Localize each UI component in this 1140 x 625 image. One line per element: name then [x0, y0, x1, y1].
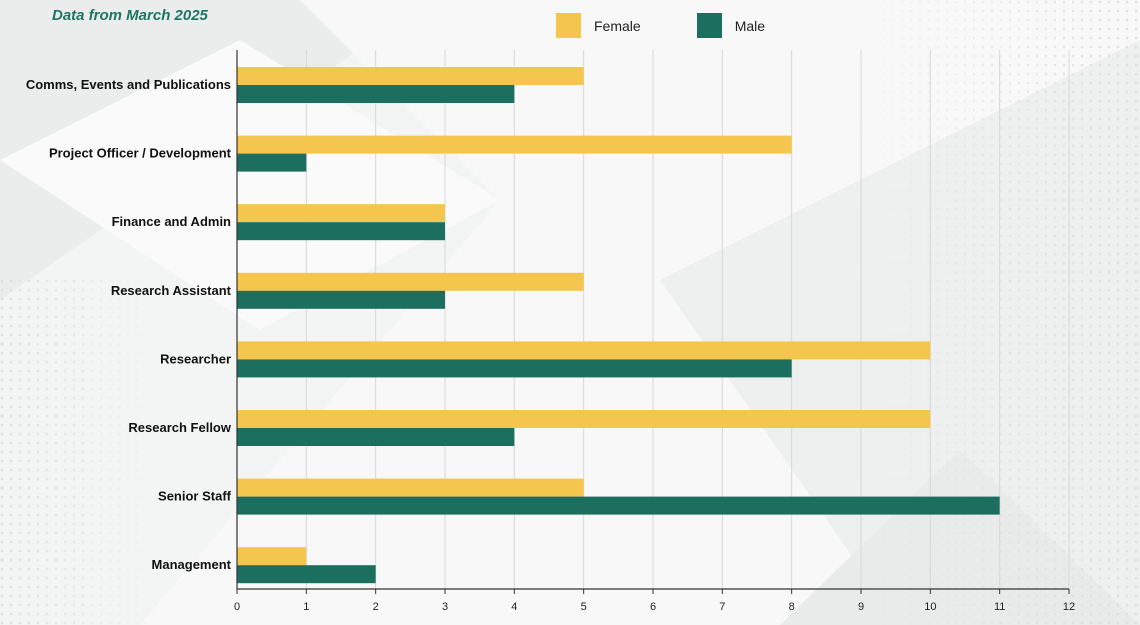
x-tick-label-0: 0 — [234, 601, 240, 613]
x-tick-label-2: 2 — [373, 601, 379, 613]
bar-male-1 — [237, 153, 307, 172]
chart-legend: Female Male — [556, 13, 765, 38]
bar-female-2 — [237, 204, 445, 223]
x-tick-label-4: 4 — [511, 601, 517, 613]
x-tick-label-1: 1 — [303, 601, 309, 613]
bar-female-5 — [237, 410, 931, 428]
x-tick-label-3: 3 — [442, 601, 448, 613]
bar-female-7 — [237, 547, 307, 566]
bar-male-7 — [237, 565, 376, 584]
x-tick-label-5: 5 — [581, 601, 587, 613]
x-tick-label-9: 9 — [858, 601, 864, 613]
x-tick-label-11: 11 — [994, 601, 1005, 613]
category-label-2: Finance and Admin — [112, 214, 231, 229]
category-label-4: Researcher — [160, 351, 231, 366]
bar-female-6 — [237, 478, 584, 497]
chart-subtitle: Data from March 2025 — [52, 7, 208, 24]
x-tick-label-10: 10 — [924, 601, 936, 613]
category-label-7: Management — [152, 557, 232, 572]
category-label-6: Senior Staff — [158, 489, 232, 504]
category-label-0: Comms, Events and Publications — [26, 77, 231, 92]
bar-male-3 — [237, 290, 445, 309]
bar-male-4 — [237, 359, 792, 378]
bar-female-0 — [237, 67, 584, 85]
legend-item-male: Male — [696, 13, 766, 38]
bar-male-6 — [237, 496, 1000, 515]
category-label-1: Project Officer / Development — [49, 146, 232, 161]
bar-male-5 — [237, 428, 515, 446]
legend-swatch-female — [556, 13, 581, 38]
bar-male-0 — [237, 85, 515, 103]
bar-female-1 — [237, 135, 792, 154]
x-tick-label-8: 8 — [789, 601, 795, 613]
x-tick-label-6: 6 — [650, 601, 656, 613]
bar-female-4 — [237, 341, 931, 360]
legend-label-female: Female — [594, 17, 641, 34]
category-label-5: Research Fellow — [128, 420, 231, 435]
category-label-3: Research Assistant — [111, 283, 232, 298]
legend-label-male: Male — [734, 17, 766, 34]
x-tick-label-12: 12 — [1063, 601, 1075, 613]
legend-swatch-male — [696, 13, 722, 38]
legend-item-female: Female — [556, 13, 641, 38]
bar-female-3 — [237, 272, 584, 291]
bar-male-2 — [237, 222, 445, 241]
x-tick-label-7: 7 — [719, 601, 725, 613]
